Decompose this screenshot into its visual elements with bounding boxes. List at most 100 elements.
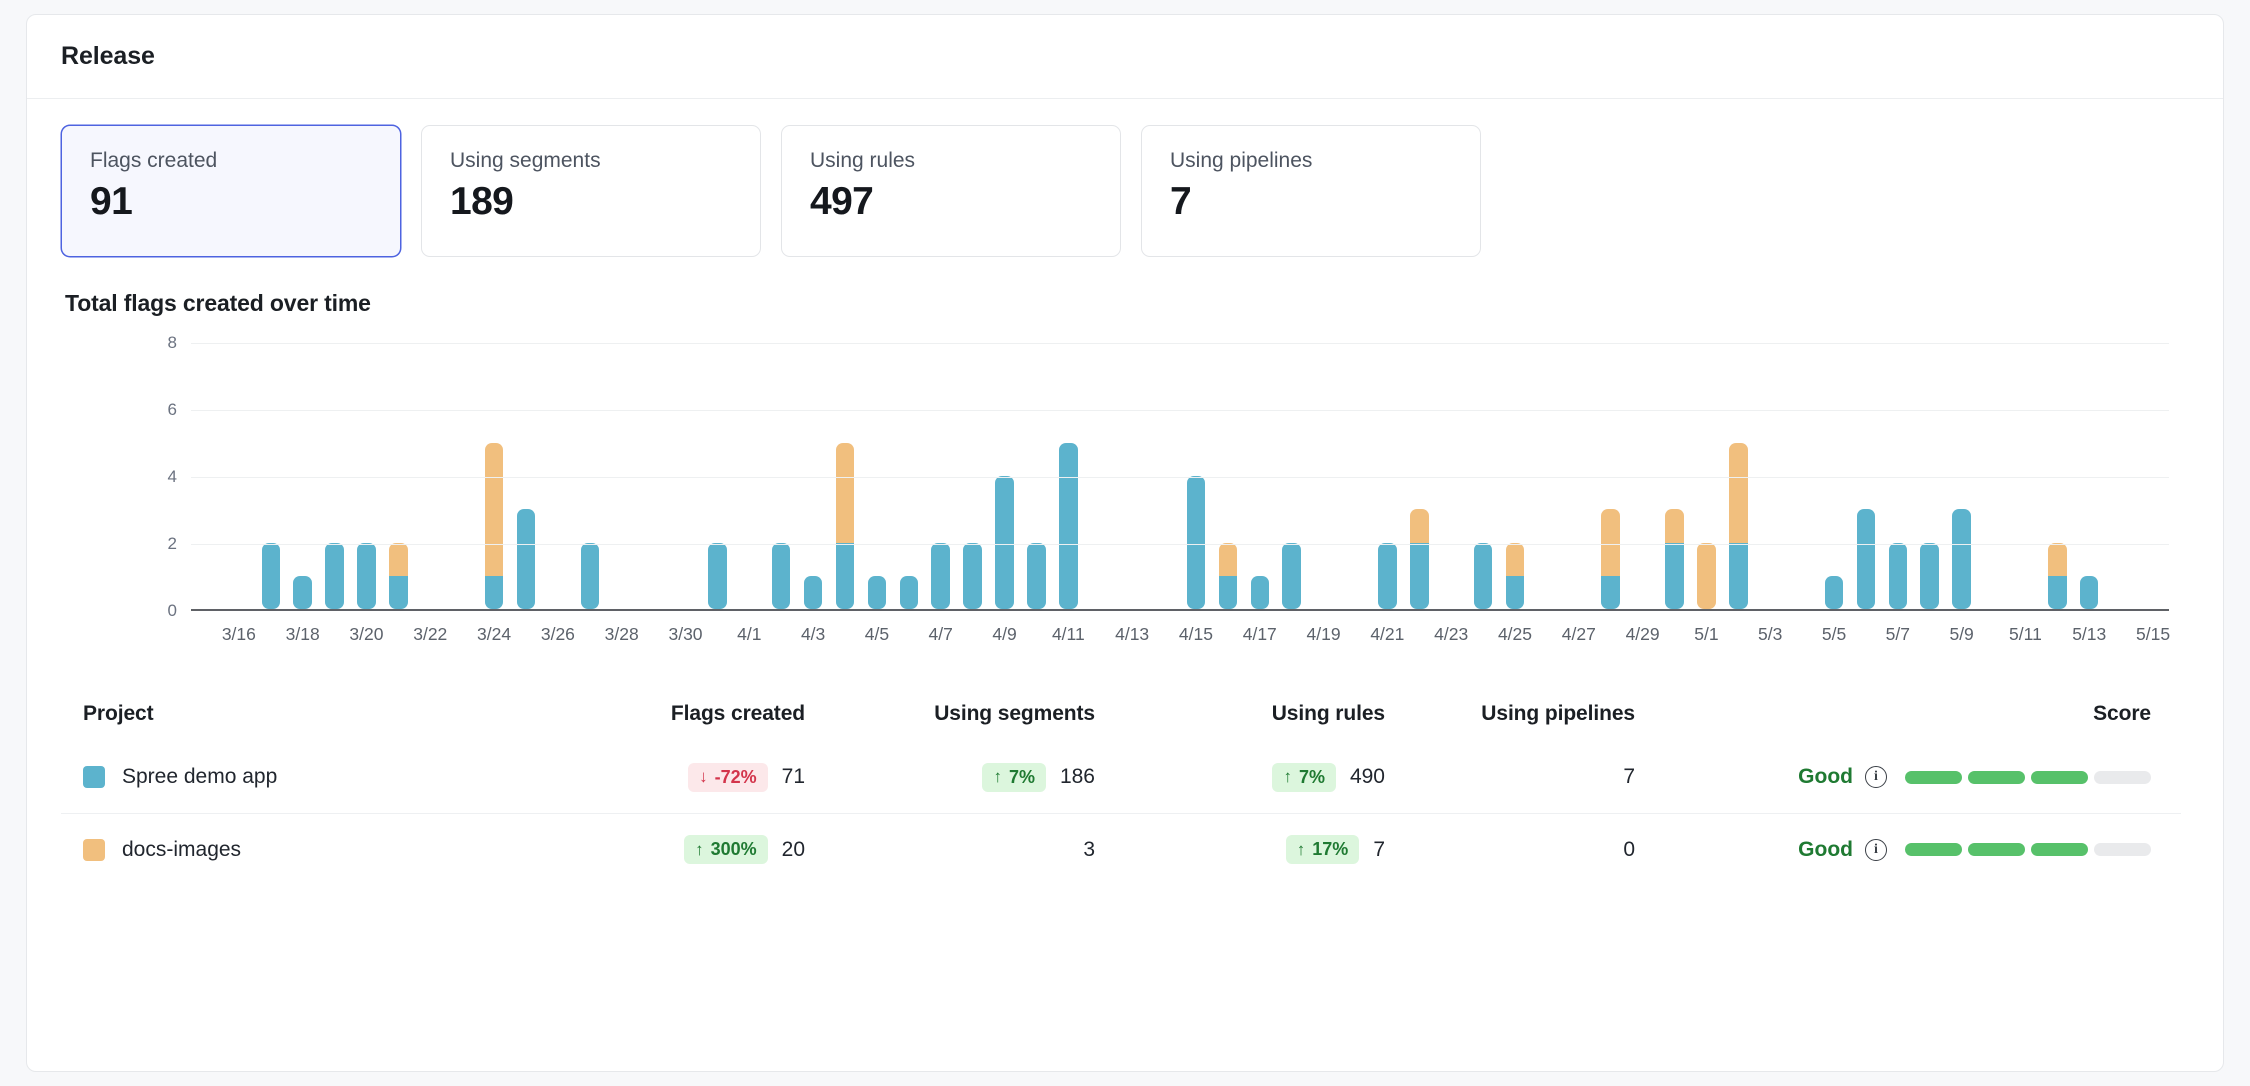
chart-bar[interactable] bbox=[963, 542, 982, 609]
chart-bar[interactable] bbox=[931, 542, 950, 609]
arrow-up-icon: ↑ bbox=[1296, 839, 1306, 859]
chart-bar-segment-spree-demo-app bbox=[867, 575, 887, 609]
chart-bar[interactable] bbox=[1218, 542, 1238, 609]
info-icon[interactable]: i bbox=[1865, 838, 1887, 861]
delta-value: 7% bbox=[1298, 766, 1325, 787]
chart-bar[interactable] bbox=[1282, 542, 1301, 609]
chart-bar-segment-docs-images bbox=[2048, 542, 2067, 576]
chart-bar[interactable] bbox=[803, 575, 823, 609]
x-axis-tick-label: 4/7 bbox=[928, 624, 953, 644]
chart-bar[interactable] bbox=[1059, 442, 1078, 609]
metric-card-using-segments[interactable]: Using segments 189 bbox=[421, 125, 761, 257]
chart-bar[interactable] bbox=[2048, 542, 2067, 609]
chart-title: Total flags created over time bbox=[65, 290, 371, 316]
chart-gridline bbox=[191, 477, 2169, 478]
chart-bar[interactable] bbox=[708, 542, 727, 609]
chart-bar-segment-docs-images bbox=[1697, 542, 1716, 609]
x-axis-tick-label: 4/9 bbox=[992, 624, 1017, 644]
x-axis-tick-label: 3/30 bbox=[668, 624, 703, 644]
metric-card-label: Using rules bbox=[810, 149, 916, 172]
x-axis-tick-label: 5/7 bbox=[1885, 624, 1910, 644]
arrow-down-icon: ↓ bbox=[699, 767, 708, 786]
delta-value: 7% bbox=[1008, 766, 1035, 787]
chart-bar[interactable] bbox=[1824, 575, 1844, 609]
chart-bar[interactable] bbox=[835, 442, 855, 609]
chart-bar[interactable] bbox=[580, 542, 600, 609]
metric-card-using-rules[interactable]: Using rules 497 bbox=[781, 125, 1121, 257]
chart-bar[interactable] bbox=[1729, 442, 1748, 609]
chart-bar[interactable] bbox=[1665, 509, 1684, 609]
chart-gridline bbox=[191, 343, 2169, 344]
chart-bar-segment-spree-demo-app bbox=[1282, 542, 1301, 609]
metric-card-using-pipelines[interactable]: Using pipelines 7 bbox=[1141, 125, 1481, 257]
y-axis-tick-label: 8 bbox=[167, 333, 177, 352]
cell-value-using-segments: 3 bbox=[1083, 837, 1095, 861]
x-axis-tick-label: 5/1 bbox=[1694, 624, 1719, 644]
chart-bar[interactable] bbox=[484, 442, 504, 609]
chart-bar-segment-spree-demo-app bbox=[293, 575, 312, 609]
chart-bar[interactable] bbox=[357, 542, 376, 609]
chart-bar[interactable] bbox=[325, 542, 344, 609]
chart-bar[interactable] bbox=[995, 476, 1014, 609]
chart-bar-segment-spree-demo-app bbox=[1920, 542, 1939, 609]
arrow-up-icon: ↑ bbox=[695, 839, 704, 859]
chart-bar-segment-spree-demo-app bbox=[389, 575, 408, 609]
chart-bar[interactable] bbox=[293, 575, 312, 609]
chart-bar-segment-spree-demo-app bbox=[835, 542, 855, 609]
metric-card-value: 497 bbox=[810, 180, 874, 224]
column-header-project: Project bbox=[83, 702, 154, 725]
x-axis-tick-label: 4/15 bbox=[1178, 624, 1213, 644]
x-axis-tick-label: 4/21 bbox=[1370, 624, 1405, 644]
chart-bar[interactable] bbox=[389, 542, 408, 609]
score-meter-segment bbox=[2094, 770, 2151, 784]
chart-bar[interactable] bbox=[1250, 575, 1269, 609]
x-axis-tick-label: 4/17 bbox=[1242, 624, 1277, 644]
chart-bar-segment-spree-demo-app bbox=[771, 542, 791, 609]
score-meter bbox=[1905, 843, 2151, 856]
chart-bar[interactable] bbox=[1505, 542, 1525, 609]
chart-bar-segment-spree-demo-app bbox=[1473, 542, 1493, 609]
flags-created-chart: 0 2 4 6 8 3/16 3/18 3/20 3/22 3/24 3/26 3/28 3/30 4/1… bbox=[61, 333, 2181, 653]
chart-bar-segment-docs-images bbox=[1729, 442, 1748, 543]
chart-bar[interactable] bbox=[899, 575, 919, 609]
chart-bar[interactable] bbox=[2079, 575, 2099, 609]
column-header-using-pipelines: Using pipelines bbox=[1481, 702, 1635, 725]
chart-bar[interactable] bbox=[1601, 509, 1620, 609]
metric-card-flags-created[interactable]: Flags created 91 bbox=[61, 125, 401, 257]
chart-bar[interactable] bbox=[1186, 476, 1206, 609]
chart-bar[interactable] bbox=[1697, 542, 1716, 609]
x-axis-tick-label: 5/5 bbox=[1821, 624, 1847, 644]
chart-bar-segment-spree-demo-app bbox=[1186, 476, 1206, 609]
table-row[interactable]: Spree demo app ↓ -72% 71 ↑ 7% 186 ↑ 7% 490 7 Good i bbox=[61, 741, 2181, 813]
score-meter-segment bbox=[1905, 770, 1962, 784]
metric-card-value: 189 bbox=[450, 180, 514, 224]
chart-bar[interactable] bbox=[1888, 542, 1908, 609]
x-axis-tick-label: 3/16 bbox=[221, 624, 256, 644]
cell-value-flags-created: 71 bbox=[781, 765, 805, 788]
chart-bar-segment-spree-demo-app bbox=[899, 575, 919, 609]
chart-bar[interactable] bbox=[261, 542, 280, 609]
chart-bar-segment-spree-demo-app bbox=[357, 542, 376, 609]
x-axis-tick-label: 4/27 bbox=[1561, 624, 1596, 644]
x-axis-tick-label: 3/22 bbox=[413, 624, 448, 644]
chart-bar[interactable] bbox=[1473, 542, 1493, 609]
chart-bar-segment-spree-demo-app bbox=[708, 542, 727, 609]
metric-card-value: 91 bbox=[90, 180, 133, 224]
cell-value-using-pipelines: 0 bbox=[1623, 837, 1635, 861]
chart-bar-segment-docs-images bbox=[835, 442, 855, 543]
cell-value-using-segments: 186 bbox=[1059, 765, 1095, 788]
chart-bar[interactable] bbox=[867, 575, 887, 609]
chart-bar[interactable] bbox=[771, 542, 791, 609]
project-name: docs-images bbox=[122, 837, 242, 861]
x-axis-tick-label: 5/11 bbox=[2009, 624, 2042, 644]
chart-bar[interactable] bbox=[1952, 509, 1971, 609]
chart-bar[interactable] bbox=[1410, 509, 1429, 609]
chart-bar[interactable] bbox=[1920, 542, 1939, 609]
chart-bar-segment-docs-images bbox=[1218, 542, 1238, 576]
table-row[interactable]: docs-images ↑ 300% 20 3 ↑ 17% 7 0 Good i bbox=[61, 813, 2181, 885]
info-icon[interactable]: i bbox=[1865, 766, 1887, 788]
chart-bar[interactable] bbox=[1027, 542, 1046, 609]
chart-bar[interactable] bbox=[516, 509, 536, 609]
chart-bar[interactable] bbox=[1856, 509, 1876, 609]
chart-bar[interactable] bbox=[1378, 542, 1397, 609]
